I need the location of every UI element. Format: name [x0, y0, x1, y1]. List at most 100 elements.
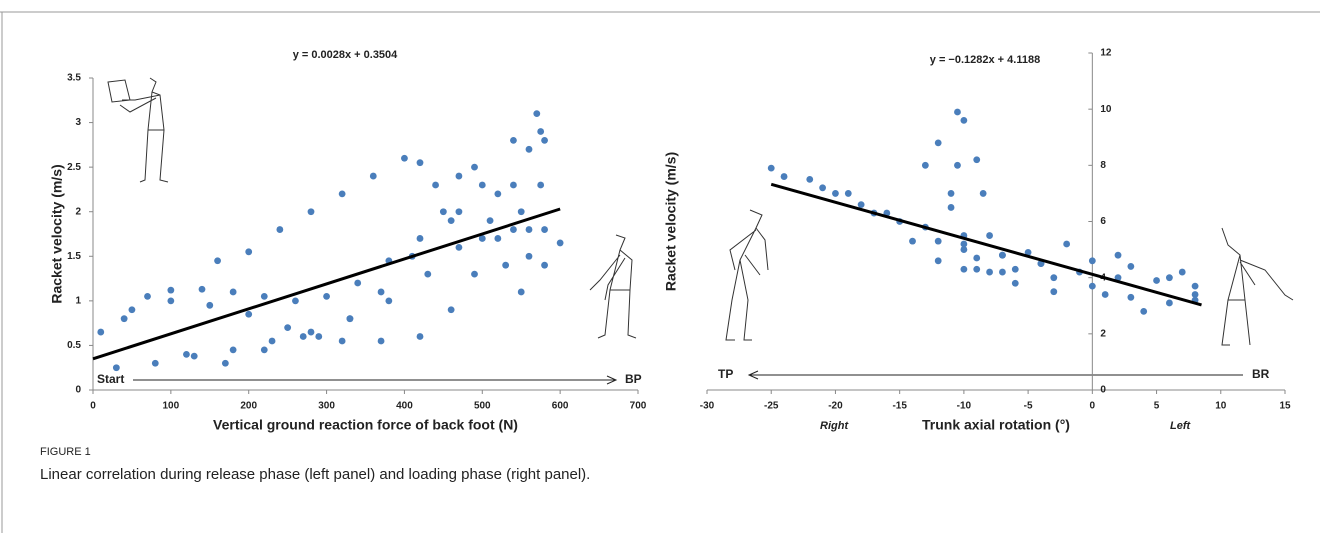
point — [960, 117, 967, 124]
x-tick-label: 700 — [630, 401, 647, 412]
point — [1179, 269, 1186, 276]
annotation: BP — [625, 372, 642, 386]
y-tick-label: 1.5 — [67, 251, 81, 262]
x-tick-label: 0 — [1090, 401, 1096, 412]
point — [456, 244, 463, 251]
point — [323, 293, 330, 300]
point — [417, 159, 424, 166]
y-tick-label: 10 — [1100, 104, 1112, 115]
point — [541, 226, 548, 233]
point — [980, 190, 987, 197]
point — [308, 208, 315, 215]
point — [935, 257, 942, 264]
point — [300, 333, 307, 340]
point — [284, 324, 291, 331]
point — [832, 190, 839, 197]
point — [541, 137, 548, 144]
x-tick-label: 200 — [240, 401, 257, 412]
point — [129, 306, 136, 313]
point — [922, 162, 929, 169]
point — [144, 293, 151, 300]
point — [526, 146, 533, 153]
point — [557, 240, 564, 247]
point — [378, 338, 385, 345]
point — [986, 232, 993, 239]
point — [806, 176, 813, 183]
point — [1050, 274, 1057, 281]
point — [292, 297, 299, 304]
point — [858, 201, 865, 208]
stick-figure — [1222, 228, 1293, 345]
point — [999, 269, 1006, 276]
point — [487, 217, 494, 224]
y-tick-label: 3 — [75, 117, 81, 128]
point — [526, 226, 533, 233]
x-tick-label: 500 — [474, 401, 491, 412]
point — [385, 297, 392, 304]
x-axis-label: Vertical ground reaction force of back f… — [213, 417, 518, 433]
point — [1127, 294, 1134, 301]
point — [510, 226, 517, 233]
point — [97, 329, 104, 336]
point — [960, 266, 967, 273]
x-tick-label: -5 — [1024, 401, 1033, 412]
point — [222, 360, 229, 367]
point — [1063, 241, 1070, 248]
figure-label: FIGURE 1 — [40, 446, 91, 458]
point — [973, 266, 980, 273]
y-tick-label: 2 — [75, 206, 81, 217]
point — [1153, 277, 1160, 284]
point — [948, 190, 955, 197]
point — [1166, 300, 1173, 307]
fit-line — [771, 184, 1201, 305]
point — [183, 351, 190, 358]
point — [214, 257, 221, 264]
point — [152, 360, 159, 367]
stick-figure — [726, 210, 768, 340]
x-tick-label: 15 — [1279, 401, 1291, 412]
point — [541, 262, 548, 269]
point — [1012, 280, 1019, 287]
point — [440, 208, 447, 215]
x-axis-label: Trunk axial rotation (°) — [922, 417, 1070, 433]
annotation: Left — [1170, 420, 1192, 432]
annotation: BR — [1252, 367, 1270, 381]
y-axis-label: Racket velocity (m/s) — [663, 152, 679, 291]
point — [1089, 257, 1096, 264]
y-tick-label: 0.5 — [67, 340, 81, 351]
point — [245, 311, 252, 318]
y-tick-label: 2 — [1100, 328, 1106, 339]
point — [417, 333, 424, 340]
x-tick-label: -15 — [892, 401, 907, 412]
point — [424, 271, 431, 278]
point — [121, 315, 128, 322]
point — [510, 182, 517, 189]
stick-figure — [108, 78, 168, 182]
x-tick-label: 0 — [90, 401, 96, 412]
point — [1140, 308, 1147, 315]
point — [315, 333, 322, 340]
point — [537, 128, 544, 135]
point — [1115, 252, 1122, 259]
point — [954, 162, 961, 169]
x-tick-label: -20 — [828, 401, 843, 412]
point — [526, 253, 533, 260]
x-tick-label: -25 — [764, 401, 779, 412]
point — [909, 238, 916, 245]
point — [954, 109, 961, 116]
point — [269, 338, 276, 345]
x-tick-label: 100 — [163, 401, 180, 412]
point — [167, 297, 174, 304]
point — [378, 289, 385, 296]
point — [518, 208, 525, 215]
point — [245, 248, 252, 255]
annotation: Right — [820, 420, 849, 432]
figure: Start BP TP BR Right Left FIGURE 1 Linea… — [0, 0, 1320, 533]
point — [471, 164, 478, 171]
x-tick-label: 300 — [318, 401, 335, 412]
x-tick-label: 600 — [552, 401, 569, 412]
y-axis-label: Racket velocity (m/s) — [49, 164, 65, 303]
figure-caption: Linear correlation during release phase … — [40, 466, 590, 483]
point — [167, 287, 174, 294]
point — [347, 315, 354, 322]
